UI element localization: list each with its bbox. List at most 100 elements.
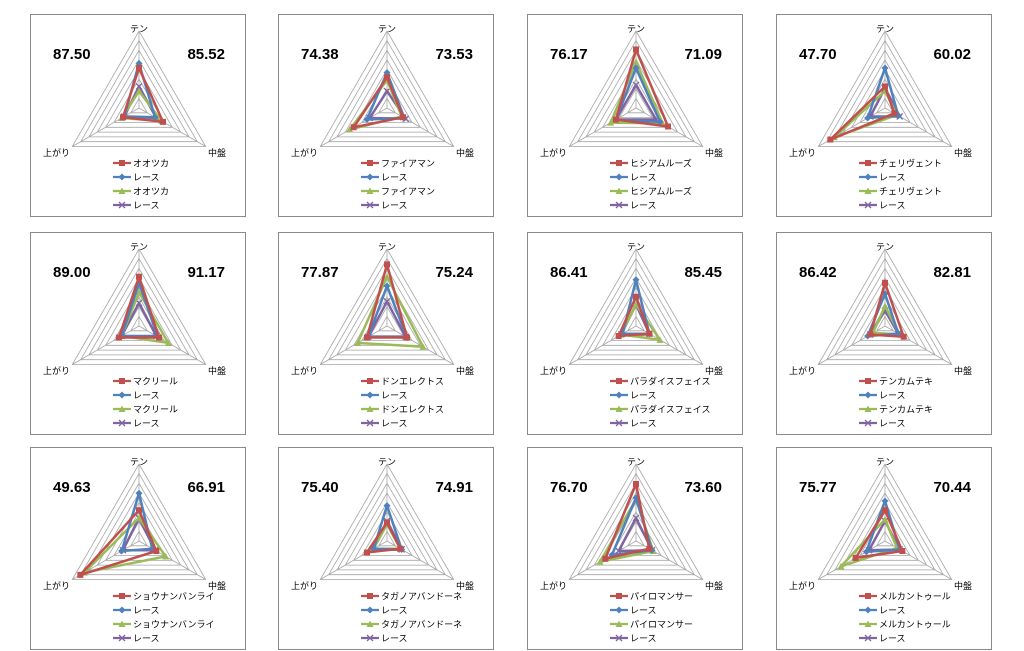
series-point	[384, 519, 390, 526]
series-line	[83, 516, 167, 574]
score-right: 70.44	[933, 479, 971, 496]
legend-marker	[118, 620, 126, 627]
radar-grid-ring	[96, 59, 182, 133]
series-1	[350, 74, 407, 131]
series-point	[119, 114, 126, 121]
radar-chart-panel: テン 中盤 上がり 86.42 82.81 テンカムテキ レース テンカムテキ レース	[776, 232, 992, 435]
legend-label: レース	[381, 635, 408, 645]
radar-grid-ring	[593, 492, 679, 566]
legend-marker	[366, 201, 374, 209]
radar-grid-ring	[328, 257, 446, 361]
legend-entry: レース	[113, 202, 160, 212]
legend-label: メルカントゥール	[879, 620, 951, 631]
series-point	[827, 136, 834, 143]
series-line	[117, 275, 161, 339]
score-left: 76.17	[550, 46, 588, 63]
legend-label: レース	[879, 392, 906, 402]
series-point	[397, 545, 404, 552]
radar-chart-panel: テン 中盤 上がり 76.70 73.60 パイロマンサー レース パイロマンサー レース	[527, 447, 743, 650]
legend-entry: ファイアマン	[361, 160, 435, 170]
radar-grid-ring	[113, 78, 165, 123]
score-left: 77.87	[301, 264, 339, 281]
axis-label-chuban: 中盤	[954, 580, 972, 592]
legend-label: マクリール	[133, 377, 178, 388]
radar-grid-ring	[80, 257, 198, 361]
axis-label-agari: 上がり	[789, 580, 816, 592]
series-point	[632, 514, 640, 522]
series-point	[607, 119, 615, 126]
legend-marker	[616, 378, 622, 384]
radar-grid-ring	[577, 39, 695, 143]
series-point	[164, 339, 172, 346]
series-1	[119, 64, 167, 125]
axis-label-chuban: 中盤	[208, 580, 226, 592]
legend-entry: レース	[361, 202, 408, 212]
radar-grid-ring	[130, 530, 148, 547]
legend-marker	[865, 160, 871, 166]
legend-label: チェリヴェント	[879, 158, 942, 170]
radar-spoke	[138, 540, 206, 580]
series-point	[615, 333, 622, 340]
radar-grid-ring	[336, 267, 438, 356]
series-point	[633, 481, 639, 488]
score-right: 75.24	[435, 264, 473, 281]
legend-label: レース	[879, 635, 906, 645]
radar-grid-ring	[361, 511, 413, 556]
radar-grid-ring	[593, 277, 679, 351]
legend-marker	[615, 187, 623, 194]
legend-label: レース	[133, 635, 160, 645]
legend-entry: レース	[361, 420, 408, 430]
series-point	[350, 124, 357, 131]
series-point	[363, 334, 370, 341]
legend-marker	[864, 634, 872, 642]
legend-label: オオツカ	[133, 159, 169, 170]
legend-entry: レース	[859, 173, 906, 184]
legend-marker	[864, 419, 872, 427]
radar-grid-ring	[577, 257, 695, 361]
legend-marker	[366, 419, 374, 427]
legend-label: レース	[879, 174, 906, 184]
radar-grid-ring	[834, 482, 936, 571]
series-point	[115, 334, 122, 341]
radar-grid-ring	[105, 68, 173, 128]
axis-label-agari: 上がり	[540, 365, 567, 377]
radar-grid-ring	[826, 39, 944, 143]
radar-grid-ring	[817, 463, 953, 580]
radar-chart-panel: テン 中盤 上がり 86.41 85.45 パラダイスフェイス レース パラダイスフェイス レー…	[527, 232, 743, 435]
radar-grid-ring	[353, 68, 421, 128]
axis-label-agari: 上がり	[789, 365, 816, 377]
series-1	[602, 481, 653, 562]
legend-marker	[864, 620, 872, 627]
series-point	[136, 273, 142, 280]
series-3	[354, 273, 427, 350]
series-point	[646, 545, 653, 552]
legend-marker	[366, 391, 374, 399]
legend-entry: ショウナンバンライ	[113, 620, 214, 631]
legend-marker	[366, 405, 374, 412]
series-point	[633, 46, 639, 53]
legend-entry: ドンエレクトス	[361, 377, 444, 388]
legend-entry: レース	[113, 391, 160, 402]
legend-label: ファイアマン	[381, 160, 435, 170]
legend-entry: テンカムテキ	[859, 405, 933, 416]
series-point	[135, 288, 143, 296]
radar-grid-ring	[80, 472, 198, 576]
series-point	[900, 333, 907, 340]
legend-marker	[118, 173, 126, 181]
radar-grid-ring	[378, 315, 396, 332]
legend-marker	[367, 378, 373, 384]
series-point	[383, 282, 391, 290]
radar-grid-ring	[319, 463, 455, 580]
score-left: 47.70	[799, 46, 837, 63]
series-line	[352, 75, 405, 129]
series-point	[633, 293, 639, 300]
legend-marker	[366, 187, 374, 194]
radar-grid-ring	[876, 315, 894, 332]
legend-label: レース	[630, 635, 657, 645]
legend-label: ファイアマン	[381, 188, 435, 198]
legend-marker	[615, 620, 623, 627]
legend-entry: レース	[113, 173, 160, 184]
